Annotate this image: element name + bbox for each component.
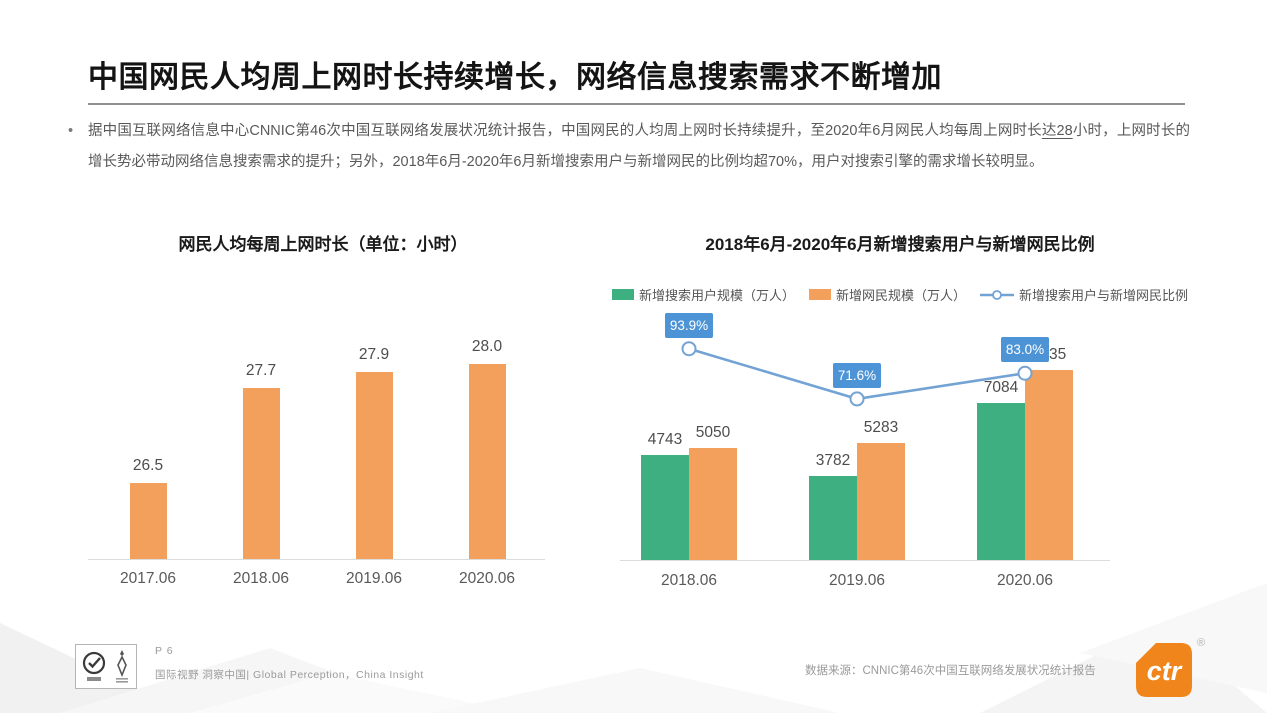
summary-text-before: 据中国互联网络信息中心CNNIC第46次中国互联网络发展状况统计报告，中国网民的… — [88, 123, 1042, 139]
page-number: P 6 — [155, 645, 174, 657]
chart2-value-label-search-users: 3782 — [815, 451, 851, 469]
certification-mark-star-icon — [116, 649, 128, 683]
chart2-bar-search-users — [641, 454, 689, 560]
chart2-x-tick-label: 2019.06 — [828, 572, 886, 589]
ctr-logo: ctr — [1135, 642, 1193, 698]
chart-weekly-online-hours: 网民人均每周上网时长（单位：小时） 26.5 2017.06 27.7 2018.06… — [88, 225, 558, 610]
legend-item-ratio-line: 新增搜索用户与新增网民比例 — [980, 285, 1188, 304]
legend-item-new-netizens: 新增网民规模（万人） — [809, 285, 966, 304]
legend-label: 新增搜索用户与新增网民比例 — [1019, 288, 1189, 303]
chart1-plot-area: 26.5 2017.06 27.7 2018.06 27.9 2019.06 28.0 202… — [88, 225, 558, 610]
certification-mark-circle-icon — [82, 651, 106, 681]
chart1-value-label: 28.0 — [471, 337, 503, 355]
data-source-note: 数据来源：CNNIC第46次中国互联网络发展状况统计报告 — [805, 665, 1096, 677]
summary-paragraph: • 据中国互联网络信息中心CNNIC第46次中国互联网络发展状况统计报告，中国网… — [68, 116, 1190, 178]
chart1-value-label: 27.7 — [245, 361, 277, 379]
chart-new-search-users-vs-netizens: 2018年6月-2020年6月新增搜索用户与新增网民比例 新增搜索用户规模（万人… — [611, 225, 1188, 610]
chart2-x-tick-label: 2018.06 — [660, 572, 718, 589]
chart2-line-marker — [681, 341, 697, 357]
chart1-x-axis-line — [88, 559, 545, 560]
chart1-value-label: 27.9 — [358, 345, 390, 363]
chart2-value-label-new-netizens: 5050 — [695, 423, 731, 441]
chart2-percent-badge: 83.0% — [1001, 337, 1049, 363]
chart2-x-tick-label: 2020.06 — [996, 572, 1054, 589]
chart2-x-axis-line — [620, 560, 1110, 561]
chart1-bar — [468, 363, 506, 559]
page-title: 中国网民人均周上网时长持续增长，网络信息搜索需求不断增加 — [88, 61, 942, 94]
chart2-line-marker — [1017, 365, 1033, 381]
chart1-title: 网民人均每周上网时长（单位：小时） — [178, 235, 468, 254]
chart2-legend: 新增搜索用户规模（万人） 新增网民规模（万人） 新增搜索用户与新增网民比例 — [611, 285, 1188, 304]
chart1-value-label: 26.5 — [132, 456, 164, 474]
legend-line-marker-icon — [980, 289, 1015, 300]
legend-label: 新增网民规模（万人） — [836, 288, 967, 303]
legend-label: 新增搜索用户规模（万人） — [638, 288, 795, 303]
bullet-point: • — [68, 123, 74, 139]
chart2-percent-badge: 93.9% — [665, 312, 713, 338]
summary-text-underlined: 达28 — [1041, 123, 1073, 139]
chart1-x-tick-label: 2020.06 — [458, 570, 516, 587]
chart2-value-label-search-users: 4743 — [647, 430, 683, 448]
summary-text: 据中国互联网络信息中心CNNIC第46次中国互联网络发展状况统计报告，中国网民的… — [68, 116, 1190, 178]
chart2-bar-new-netizens — [1025, 370, 1073, 560]
chart1-x-tick-label: 2018.06 — [232, 570, 290, 587]
certification-logo-box — [75, 644, 137, 689]
chart1-x-tick-label: 2019.06 — [345, 570, 403, 587]
chart1-bar — [355, 371, 393, 559]
legend-item-search-users: 新增搜索用户规模（万人） — [611, 285, 795, 304]
summary-text-after: 小时，上网时长的增长势必带动网络信息搜索需求的提升；另外，2018年6月-202… — [88, 123, 1191, 170]
chart2-line-marker — [849, 391, 865, 407]
chart1-x-tick-label: 2017.06 — [119, 570, 177, 587]
chart2-bar-search-users — [809, 475, 857, 560]
chart2-percent-badge: 71.6% — [833, 362, 881, 388]
chart2-bar-search-users — [977, 402, 1025, 560]
chart1-bar — [129, 482, 167, 559]
registered-trademark-icon: ® — [1197, 637, 1206, 649]
chart2-ratio-line — [681, 341, 1033, 407]
chart1-bar — [242, 387, 280, 559]
ctr-logo-text: ctr — [1146, 655, 1182, 686]
chart2-plot-area: 474350502018.06378252832019.067084853520… — [620, 225, 1180, 610]
footer-tagline: 国际视野 洞察中国| Global Perception，China Insig… — [155, 669, 424, 681]
title-divider — [88, 103, 1185, 105]
chart2-value-label-search-users: 7084 — [983, 378, 1019, 396]
chart2-value-label-new-netizens: 5283 — [863, 418, 899, 436]
legend-swatch-icon — [809, 289, 831, 300]
chart2-bar-new-netizens — [857, 442, 905, 560]
chart2-bar-new-netizens — [689, 447, 737, 560]
chart2-title: 2018年6月-2020年6月新增搜索用户与新增网民比例 — [705, 235, 1095, 254]
legend-swatch-icon — [611, 289, 634, 300]
